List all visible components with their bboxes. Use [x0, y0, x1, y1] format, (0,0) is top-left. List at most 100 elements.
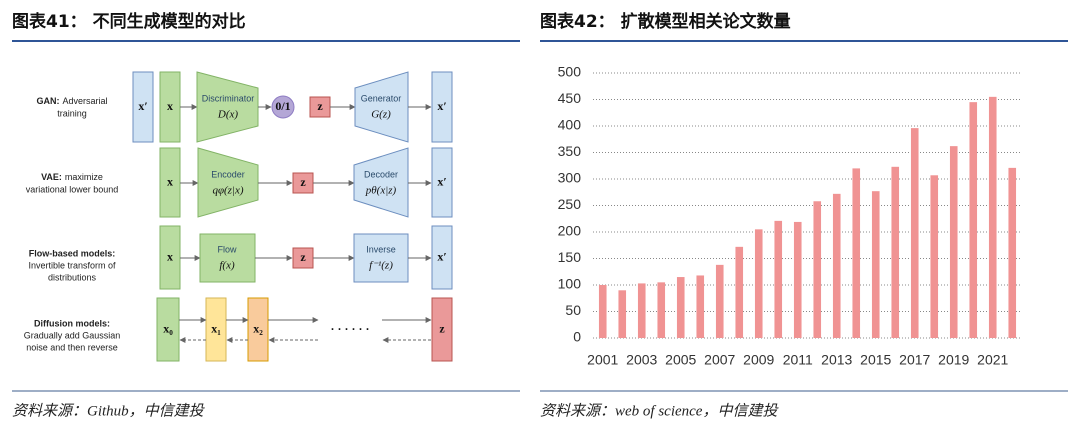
node-shape	[353, 147, 409, 218]
source: 资料来源：web of science，中信建投	[540, 402, 779, 419]
node-label: x′	[437, 99, 446, 113]
node-formula: f(x)	[219, 260, 235, 272]
row-desc: Gradually add Gaussian	[24, 330, 121, 340]
y-tick-label: 300	[558, 170, 582, 186]
x-tick-label: 2011	[783, 352, 813, 368]
x-tick-label: 2007	[704, 352, 735, 368]
x-tick-label: 2009	[743, 352, 774, 368]
node-label: x	[167, 174, 173, 188]
x-tick-label: 2005	[665, 352, 696, 368]
node-shape	[199, 233, 256, 283]
node-name: Encoder	[211, 169, 245, 179]
x-tick-label: 2019	[938, 352, 969, 368]
bar	[871, 191, 880, 338]
y-tick-label: 100	[558, 276, 582, 292]
row-desc: Invertible transform of	[28, 260, 116, 270]
node-shape	[196, 71, 259, 143]
x-tick-label: 2001	[587, 352, 618, 368]
row-label: VAE: maximize	[41, 172, 103, 182]
bar	[793, 221, 802, 338]
node-name: Inverse	[366, 244, 396, 254]
bar	[754, 229, 763, 338]
bar	[813, 201, 822, 338]
bar	[891, 166, 900, 338]
x-tick-label: 2015	[860, 352, 891, 368]
y-tick-label: 400	[558, 117, 582, 133]
ellipsis: · · · · · ·	[330, 322, 369, 336]
y-tick-label: 200	[558, 223, 582, 239]
node-label: x	[167, 249, 173, 263]
row-desc: maximize	[65, 172, 103, 182]
bar	[637, 283, 646, 338]
bar	[949, 146, 958, 338]
bar	[598, 285, 607, 338]
node-label: z	[300, 175, 306, 189]
source: 资料来源：Github，中信建投	[12, 402, 206, 419]
node-box	[431, 147, 453, 218]
node-shape	[354, 71, 409, 143]
bar	[930, 175, 939, 338]
node-shape	[197, 147, 259, 218]
node-label: x′	[437, 249, 446, 263]
row-desc: variational lower bound	[26, 184, 119, 194]
node-name: Flow	[217, 244, 237, 254]
row-name: Flow-based models:	[29, 248, 116, 258]
figure-title: 图表41： 不同生成模型的对比	[12, 11, 246, 32]
node-label: z	[300, 250, 306, 264]
node-box	[431, 71, 453, 143]
row-desc: Adversarial	[62, 96, 107, 106]
node-label: z	[439, 321, 445, 335]
bar	[988, 96, 997, 338]
node-label: x′	[138, 99, 147, 113]
chart-title: 图表42： 扩散模型相关论文数量	[540, 11, 791, 32]
node-label: x₀	[163, 321, 173, 335]
row-desc: distributions	[48, 272, 97, 282]
node-circle	[271, 95, 295, 119]
node-box	[247, 297, 269, 362]
x-tick-label: 2003	[626, 352, 657, 368]
node-label: x′	[437, 174, 446, 188]
node-name: Discriminator	[202, 93, 255, 103]
node-box	[205, 297, 227, 362]
bar	[852, 168, 861, 338]
y-tick-label: 50	[565, 302, 581, 318]
node-shape	[353, 233, 409, 283]
bar	[618, 290, 627, 338]
row-label: GAN: Adversarial	[36, 96, 107, 106]
node-label: x₁	[211, 321, 221, 335]
x-tick-label: 2013	[821, 352, 852, 368]
node-name: Decoder	[364, 169, 398, 179]
node-formula: D(x)	[217, 109, 238, 121]
bar	[676, 277, 685, 338]
node-formula: G(z)	[371, 109, 391, 121]
node-label: z	[317, 99, 323, 113]
node-name: Generator	[361, 93, 402, 103]
bar	[1008, 167, 1017, 338]
node-box	[132, 71, 154, 143]
bar	[735, 246, 744, 338]
bar	[969, 102, 978, 339]
node-label: x₂	[253, 321, 263, 335]
y-tick-label: 450	[558, 90, 582, 106]
bar	[910, 128, 919, 338]
node-formula: qφ(z|x)	[212, 185, 243, 197]
row-desc: noise and then reverse	[26, 342, 118, 352]
bar	[657, 282, 666, 338]
row-name: GAN:	[36, 96, 59, 106]
node-box	[156, 297, 180, 362]
x-tick-label: 2017	[899, 352, 930, 368]
bar	[696, 275, 705, 338]
node-label: 0/1	[275, 99, 290, 113]
row-name: VAE:	[41, 172, 62, 182]
node-label: x	[167, 99, 173, 113]
y-tick-label: 150	[558, 249, 582, 265]
node-formula: f⁻¹(z)	[369, 260, 393, 272]
row-desc: training	[57, 108, 87, 118]
y-tick-label: 0	[573, 329, 581, 345]
y-tick-label: 250	[558, 196, 582, 212]
x-tick-label: 2021	[977, 352, 1008, 368]
row-name: Diffusion models:	[34, 318, 110, 328]
bar	[832, 193, 841, 338]
y-tick-label: 500	[558, 64, 582, 80]
